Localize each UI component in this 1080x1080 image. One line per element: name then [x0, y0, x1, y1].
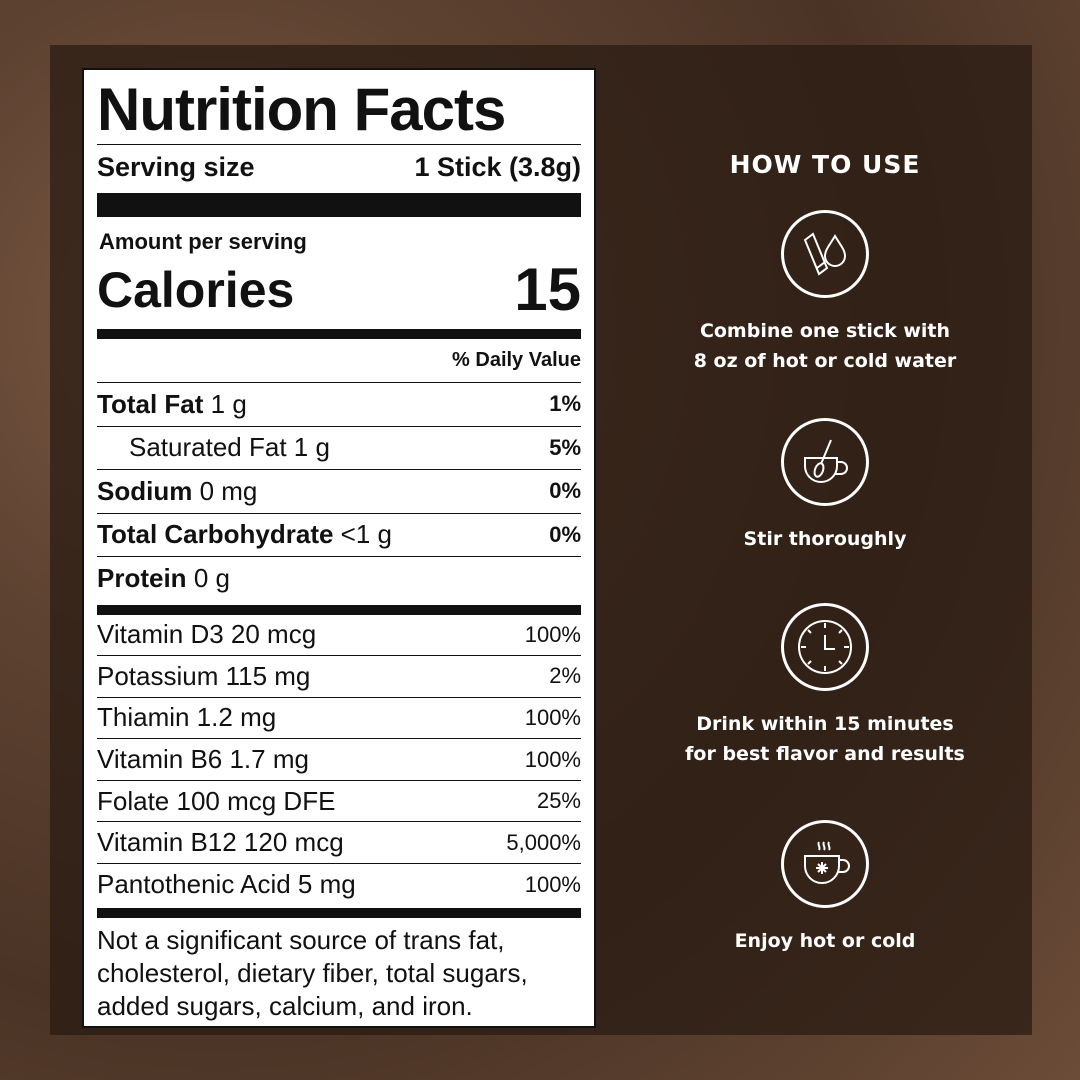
vitamin-pct: 100%	[524, 871, 581, 897]
nutrition-facts-label: Nutrition Facts Serving size 1 Stick (3.…	[82, 68, 596, 1028]
vitamin-name: Thiamin 1.2 mg	[97, 702, 277, 733]
step-3: Drink within 15 minutes for best flavor …	[640, 603, 1010, 769]
nutrient-name: Total Fat	[97, 388, 204, 419]
step-1-line1: Combine one stick with	[699, 320, 951, 342]
nutrient-name: Protein	[97, 563, 187, 594]
nutrient-label: Protein 0 g	[97, 563, 230, 594]
serving-label: Serving size	[97, 151, 255, 182]
serving-value: 1 Stick (3.8g)	[414, 151, 581, 182]
vitamin-pct: 5,000%	[506, 829, 581, 855]
nutrient-amount: <1 g	[340, 519, 392, 550]
medium-divider	[97, 604, 581, 615]
vitamin-row: Folate 100 mcg DFE 25%	[97, 781, 581, 823]
nutrient-label: Saturated Fat 1 g	[97, 432, 330, 463]
step-1-line2: 8 oz of hot or cold water	[693, 350, 957, 372]
nutrient-row: Sodium 0 mg 0%	[97, 470, 581, 514]
step-2: Stir thoroughly	[640, 418, 1010, 554]
nutrient-name: Sodium	[97, 475, 193, 506]
medium-divider	[97, 907, 581, 918]
vitamin-name: Vitamin D3 20 mcg	[97, 619, 317, 650]
nutrient-row: Protein 0 g	[97, 557, 581, 601]
vitamin-name: Potassium 115 mg	[97, 660, 311, 691]
step-3-line1: Drink within 15 minutes	[696, 713, 954, 735]
vitamin-row: Vitamin B6 1.7 mg 100%	[97, 739, 581, 781]
nutrient-label: Total Fat 1 g	[97, 389, 247, 420]
nutrient-name: Total Carbohydrate	[97, 519, 334, 550]
vitamin-pct: 100%	[524, 704, 581, 730]
vitamin-name: Vitamin B12 120 mcg	[97, 827, 344, 858]
nutrient-name: Saturated Fat	[129, 432, 287, 463]
nutrient-amount: 0 mg	[199, 475, 258, 506]
vitamin-name: Folate 100 mcg DFE	[97, 785, 336, 816]
cup-with-spoon-icon	[781, 418, 869, 506]
vitamin-row: Potassium 115 mg 2%	[97, 656, 581, 698]
vitamin-pct: 100%	[524, 746, 581, 772]
nutrient-list: Total Fat 1 g 1% Saturated Fat 1 g 5% Sodium…	[97, 383, 581, 601]
vitamin-pct: 2%	[549, 663, 581, 689]
nutrient-pct: 1%	[549, 391, 581, 417]
stick-and-water-drop-icon	[781, 210, 869, 298]
medium-divider	[97, 329, 581, 339]
vitamin-row: Thiamin 1.2 mg 100%	[97, 698, 581, 740]
nutrient-row: Total Carbohydrate <1 g 0%	[97, 514, 581, 557]
vitamin-row: Vitamin B12 120 mcg 5,000%	[97, 822, 581, 865]
nutrient-pct: 0%	[549, 478, 581, 504]
step-3-line2: for best flavor and results	[685, 743, 965, 765]
step-1: Combine one stick with 8 oz of hot or co…	[640, 210, 1010, 376]
vitamin-row: Vitamin D3 20 mcg 100%	[97, 615, 581, 657]
nutrient-row: Total Fat 1 g 1%	[97, 383, 581, 427]
label-title: Nutrition Facts	[97, 76, 581, 145]
vitamin-name: Pantothenic Acid 5 mg	[97, 869, 356, 900]
calories-value: 15	[514, 256, 581, 323]
nutrient-pct: 5%	[549, 434, 581, 460]
nutrient-amount: 1 g	[210, 388, 247, 419]
hot-cold-cup-icon	[781, 820, 869, 908]
nutrient-label: Sodium 0 mg	[97, 476, 257, 507]
vitamin-pct: 100%	[524, 621, 581, 647]
footnote: Not a significant source of trans fat, c…	[97, 924, 528, 1021]
vitamin-list: Vitamin D3 20 mcg 100% Potassium 115 mg 2% T…	[97, 615, 581, 906]
nutrient-row: Saturated Fat 1 g 5%	[97, 427, 581, 470]
clock-icon	[781, 603, 869, 691]
calories-label: Calories	[97, 262, 295, 318]
serving-size-row: Serving size 1 Stick (3.8g)	[97, 145, 581, 189]
step-4-line1: Enjoy hot or cold	[734, 930, 916, 952]
vitamin-row: Pantothenic Acid 5 mg 100%	[97, 864, 581, 906]
how-to-use-title: HOW TO USE	[729, 150, 921, 179]
nutrient-label: Total Carbohydrate <1 g	[97, 519, 392, 550]
nutrient-amount: 1 g	[293, 432, 330, 463]
step-4: Enjoy hot or cold	[640, 820, 1010, 956]
vitamin-name: Vitamin B6 1.7 mg	[97, 744, 309, 775]
step-2-line1: Stir thoroughly	[743, 528, 907, 550]
nutrient-amount: 0 g	[193, 563, 230, 594]
vitamin-pct: 25%	[536, 788, 581, 814]
daily-value-header: % Daily Value	[97, 339, 581, 383]
calories-row: Calories 15	[97, 255, 581, 323]
amount-per-serving: Amount per serving	[99, 229, 307, 254]
nutrient-pct: 0%	[549, 521, 581, 547]
thick-divider	[97, 193, 581, 217]
